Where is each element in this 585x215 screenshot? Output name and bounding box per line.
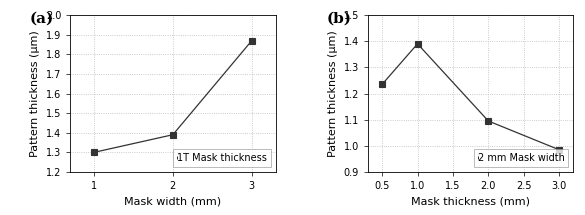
X-axis label: Mask thickness (mm): Mask thickness (mm) (411, 197, 530, 207)
Text: (b): (b) (327, 12, 352, 26)
Y-axis label: Pattern thickness (μm): Pattern thickness (μm) (30, 30, 40, 157)
Text: (a): (a) (29, 12, 53, 26)
Legend: 2 mm Mask width: 2 mm Mask width (474, 149, 569, 167)
X-axis label: Mask width (mm): Mask width (mm) (124, 197, 222, 207)
Y-axis label: Pattern thickness (μm): Pattern thickness (μm) (328, 30, 338, 157)
Legend: 1T Mask thickness: 1T Mask thickness (173, 149, 271, 167)
